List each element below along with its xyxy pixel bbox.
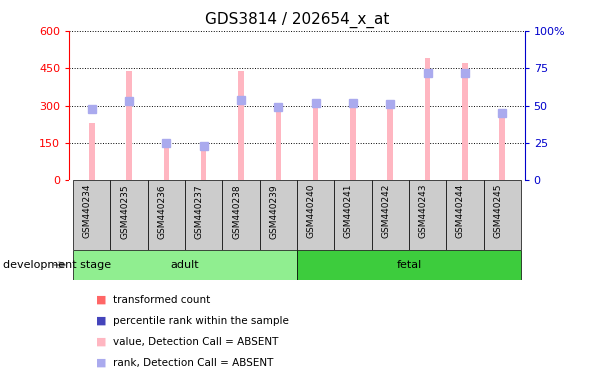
Bar: [297, 250, 521, 280]
Text: GSM440239: GSM440239: [270, 184, 279, 238]
Text: GSM440234: GSM440234: [83, 184, 92, 238]
Text: value, Detection Call = ABSENT: value, Detection Call = ABSENT: [113, 337, 279, 347]
Text: GSM440238: GSM440238: [232, 184, 241, 238]
Bar: [462, 63, 468, 180]
Bar: [313, 101, 318, 180]
Bar: [223, 180, 260, 250]
Bar: [409, 180, 446, 250]
Text: ■: ■: [96, 358, 107, 368]
Bar: [163, 148, 169, 180]
Text: transformed count: transformed count: [113, 295, 210, 305]
Bar: [73, 180, 110, 250]
Text: rank, Detection Call = ABSENT: rank, Detection Call = ABSENT: [113, 358, 274, 368]
Bar: [276, 108, 281, 180]
Text: fetal: fetal: [396, 260, 421, 270]
Bar: [446, 180, 484, 250]
Bar: [185, 180, 223, 250]
Text: GSM440244: GSM440244: [456, 184, 465, 238]
Text: ■: ■: [96, 316, 107, 326]
Bar: [499, 116, 505, 180]
Text: GSM440235: GSM440235: [120, 184, 129, 238]
Bar: [110, 180, 148, 250]
Text: GSM440240: GSM440240: [307, 184, 315, 238]
Text: GSM440243: GSM440243: [418, 184, 428, 238]
Bar: [484, 180, 521, 250]
Bar: [297, 180, 334, 250]
Bar: [334, 180, 371, 250]
Bar: [388, 104, 393, 180]
Bar: [73, 250, 297, 280]
Bar: [126, 71, 132, 180]
Bar: [425, 58, 431, 180]
Text: ■: ■: [96, 295, 107, 305]
Text: GSM440241: GSM440241: [344, 184, 353, 238]
Bar: [350, 101, 356, 180]
Text: adult: adult: [171, 260, 200, 270]
Bar: [148, 180, 185, 250]
Text: development stage: development stage: [3, 260, 111, 270]
Text: GSM440237: GSM440237: [195, 184, 204, 238]
Text: GSM440245: GSM440245: [493, 184, 502, 238]
Text: ■: ■: [96, 337, 107, 347]
Text: GSM440242: GSM440242: [381, 184, 390, 238]
Bar: [89, 123, 95, 180]
Bar: [201, 151, 206, 180]
Bar: [371, 180, 409, 250]
Text: percentile rank within the sample: percentile rank within the sample: [113, 316, 289, 326]
Title: GDS3814 / 202654_x_at: GDS3814 / 202654_x_at: [205, 12, 389, 28]
Text: GSM440236: GSM440236: [157, 184, 166, 238]
Bar: [260, 180, 297, 250]
Bar: [238, 71, 244, 180]
